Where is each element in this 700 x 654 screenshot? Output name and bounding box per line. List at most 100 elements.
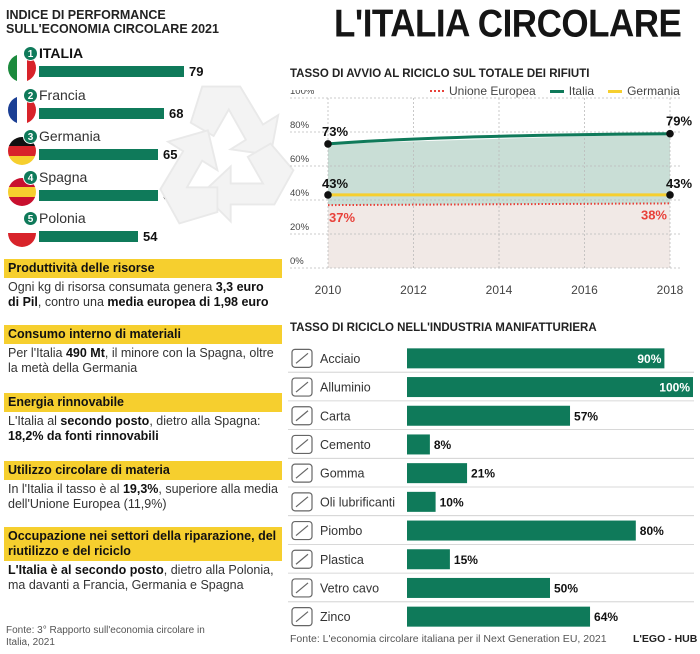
bar (407, 491, 436, 512)
icon-frame (291, 348, 313, 368)
icon-frame (291, 607, 313, 627)
flag-stripe (8, 146, 36, 156)
country-value: 79 (189, 64, 204, 79)
italy-line (327, 132, 671, 146)
rank-badge: 5 (23, 211, 38, 226)
flag-stripe (8, 233, 36, 247)
icon-frame (291, 492, 313, 512)
category-label: Acciaio (320, 352, 360, 366)
flag-icon (8, 54, 36, 82)
country-row: 2 Francia 68 (8, 86, 278, 126)
bar (407, 348, 665, 369)
x-tick-label: 2016 (571, 283, 598, 297)
country-bar (39, 190, 158, 201)
icon-stroke (295, 352, 309, 364)
legend-label: Unione Europea (449, 84, 536, 98)
legend-label: Italia (568, 84, 595, 98)
category-label: Oli lubrificanti (320, 495, 395, 509)
icon-stroke (295, 496, 309, 508)
info-section: Produttività delle risorse Ogni kg di ris… (4, 259, 282, 309)
data-label: 43% (322, 176, 348, 191)
recycle-icon (159, 85, 295, 225)
info-section: Consumo interno di materiali Per l'Italia… (4, 325, 282, 375)
x-tick-label: 2014 (486, 283, 513, 297)
flag-stripe (17, 54, 27, 82)
y-tick-label: 40% (290, 188, 310, 199)
material-icon (291, 377, 313, 397)
icon-frame (291, 549, 313, 569)
rank-badge: 4 (23, 170, 38, 185)
icon-stroke (295, 582, 309, 594)
rank-badge: 3 (23, 129, 38, 144)
legend-swatch (608, 89, 623, 93)
country-row: 3 Germania 65 (8, 127, 278, 167)
material-icon (291, 607, 313, 627)
flag-stripe (8, 137, 36, 147)
country-bar (39, 149, 158, 160)
bar (407, 405, 571, 426)
material-icon (291, 520, 313, 541)
rank-badge: 2 (23, 88, 38, 103)
bar-value-label: 80% (640, 524, 664, 538)
data-label: 79% (666, 114, 692, 129)
bar-value-label: 57% (574, 409, 598, 423)
eu-line (327, 202, 671, 207)
category-label: Carta (320, 409, 351, 423)
data-label: 73% (322, 124, 348, 139)
section-heading: Produttività delle risorse (4, 259, 282, 278)
material-icon (291, 463, 313, 483)
section-heading: Utilizzo circolare di materia (4, 461, 282, 480)
country-bar (39, 108, 164, 119)
country-name: Francia (39, 87, 86, 103)
bar-value-label: 90% (637, 352, 661, 366)
country-bar (39, 66, 184, 77)
country-row: 4Spagna65 (8, 168, 278, 208)
legend-swatch (549, 89, 564, 93)
country-value: 54 (143, 229, 158, 244)
left-panel: INDICE DI PERFORMANCE SULL'ECONOMIA CIRC… (0, 0, 285, 654)
bar-value-label: 50% (554, 581, 578, 595)
y-tick-label: 20% (290, 222, 310, 233)
rank-badge: 1 (23, 46, 38, 61)
material-icon (291, 492, 313, 512)
material-icon (291, 549, 313, 569)
data-point (666, 191, 674, 199)
bar (407, 434, 430, 455)
country-row: 1 ITALIA 79 (8, 44, 278, 84)
material-icon (291, 348, 313, 368)
x-tick-label: 2018 (657, 283, 684, 297)
data-point (324, 140, 332, 148)
flag-stripe (8, 54, 18, 82)
data-label: 43% (666, 176, 692, 191)
icon-stroke (295, 381, 309, 393)
category-label: Vetro cavo (320, 581, 379, 595)
legend-label: Germania (627, 84, 680, 98)
category-label: Alluminio (320, 381, 371, 395)
data-label: 38% (641, 207, 667, 222)
icon-frame (291, 578, 313, 598)
country-name: Spagna (39, 169, 88, 185)
material-icon (291, 434, 313, 455)
bar-chart: Acciaio 90% Alluminio 100% Carta 57% Cemento 8%… (288, 348, 694, 627)
material-icon (291, 578, 313, 598)
y-tick-label: 0% (290, 256, 304, 267)
country-bar (39, 231, 138, 242)
data-label: 37% (329, 210, 355, 225)
bar-value-label: 8% (434, 438, 452, 452)
bar-chart-title: TASSO DI RICICLO NELL'INDUSTRIA MANIFATT… (290, 322, 597, 334)
line-chart-title: TASSO DI AVVIO AL RICICLO SUL TOTALE DEI… (290, 68, 590, 80)
flag-stripe (17, 96, 27, 124)
y-tick-label: 60% (290, 154, 310, 165)
info-section: Utilizzo circolare di materia In l'Italia… (4, 461, 282, 511)
line-chart: 0% 20% 40% 60% 80% 100% 2010 2012 2014 2016 2018 73… (290, 90, 692, 297)
icon-frame (291, 377, 313, 397)
icon-frame (291, 463, 313, 483)
icon-frame (291, 434, 313, 455)
bar-value-label: 10% (440, 495, 464, 509)
bar-value-label: 100% (659, 381, 690, 395)
icon-stroke (295, 410, 309, 422)
icon-stroke (295, 611, 309, 623)
flag-stripe (8, 155, 36, 165)
legend-item: Unione Europea (430, 84, 536, 98)
bar (407, 520, 636, 541)
